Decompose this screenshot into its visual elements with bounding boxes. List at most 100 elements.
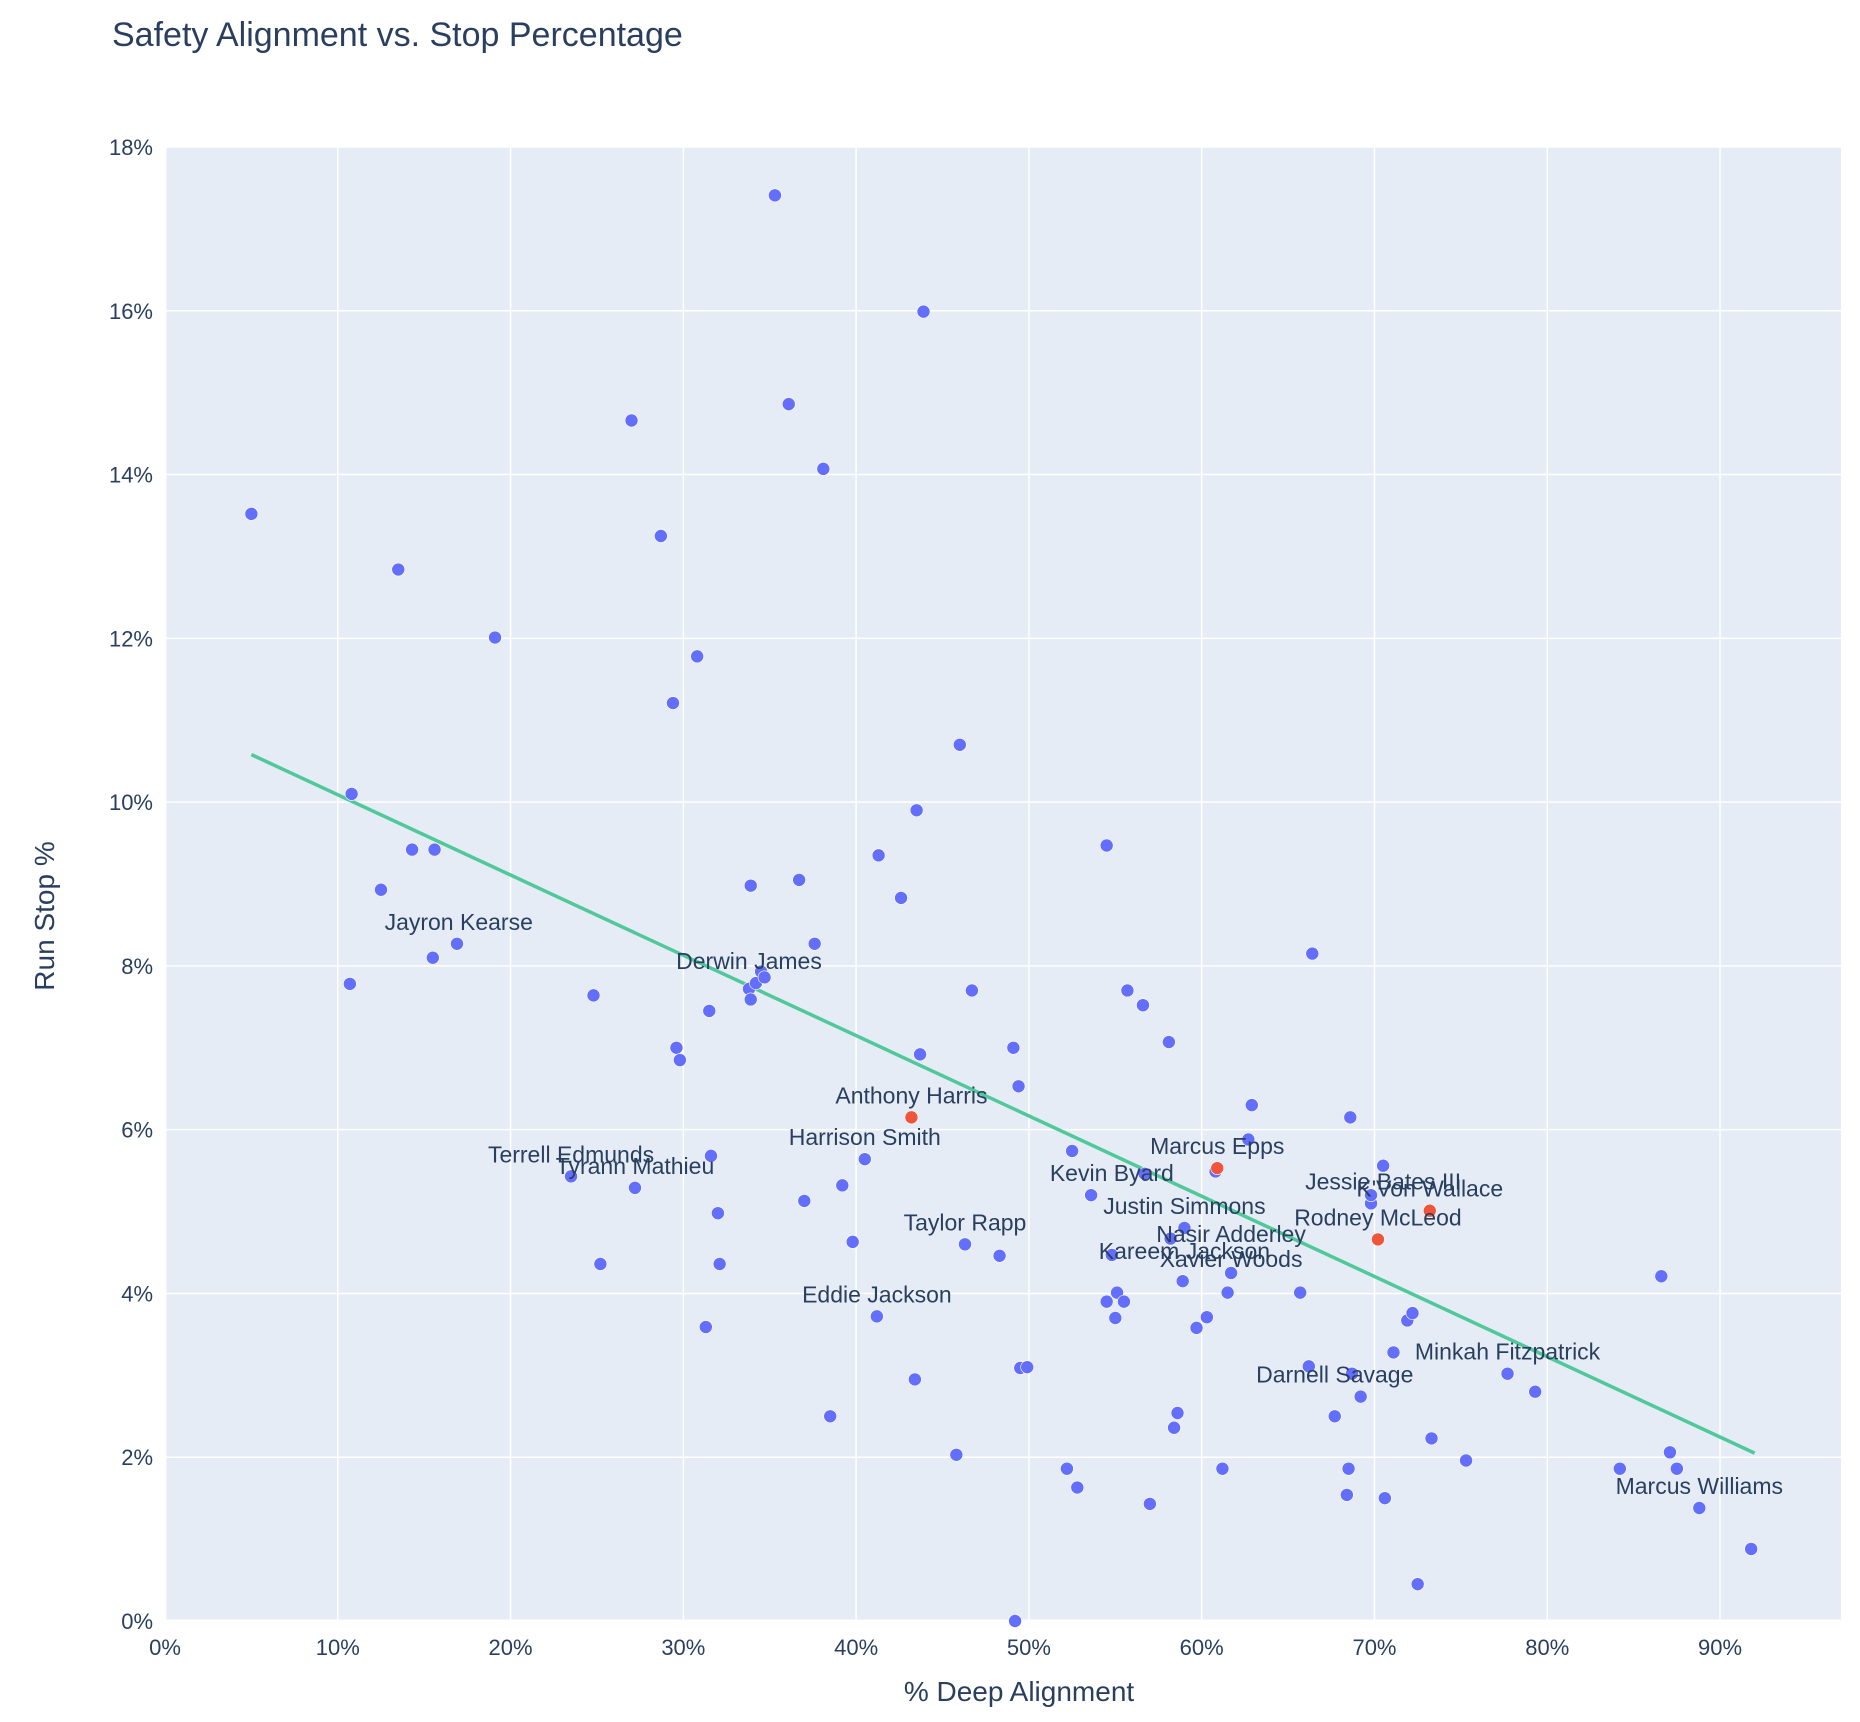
scatter-point xyxy=(797,1194,812,1208)
scatter-point xyxy=(1011,1079,1026,1094)
scatter-point xyxy=(1345,1366,1359,1381)
y-tick-label: 16% xyxy=(109,299,153,324)
scatter-point xyxy=(743,878,758,893)
scatter-point xyxy=(823,1409,838,1424)
scatter-point xyxy=(1654,1269,1669,1284)
scatter-point xyxy=(488,630,502,645)
scatter-point xyxy=(894,891,908,905)
scatter-point xyxy=(1117,1294,1131,1309)
x-axis-title: % Deep Alignment xyxy=(904,1676,1135,1707)
point-label: Eddie Jackson xyxy=(802,1281,952,1307)
point-label: Taylor Rapp xyxy=(904,1209,1027,1235)
x-tick-label: 0% xyxy=(149,1635,181,1660)
point-label: Kevin Byard xyxy=(1050,1160,1174,1186)
scatter-point xyxy=(1060,1461,1074,1476)
scatter-point xyxy=(992,1248,1007,1263)
scatter-point xyxy=(870,1309,884,1324)
scatter-point xyxy=(1670,1461,1684,1476)
x-axis-ticks: 0% 10% 20% 30% 40% 50% 60% 70% 80% 90% xyxy=(149,1635,1742,1660)
scatter-point xyxy=(1200,1310,1214,1324)
scatter-point xyxy=(816,462,831,476)
point-label: Rodney McLeod xyxy=(1294,1204,1462,1230)
scatter-point xyxy=(586,988,601,1003)
scatter-point xyxy=(374,882,388,897)
chart-title: Safety Alignment vs. Stop Percentage xyxy=(112,16,683,54)
scatter-point xyxy=(1302,1359,1316,1374)
point-label: K'Von Wallace xyxy=(1356,1176,1503,1202)
scatter-point xyxy=(1386,1345,1401,1360)
scatter-point xyxy=(845,1235,860,1249)
point-label: Minkah Fitzpatrick xyxy=(1415,1339,1601,1365)
scatter-point xyxy=(1343,1110,1358,1125)
scatter-point xyxy=(1613,1461,1627,1476)
plot-area xyxy=(165,147,1841,1621)
scatter-point xyxy=(1220,1285,1235,1300)
y-tick-label: 6% xyxy=(121,1118,153,1143)
scatter-point xyxy=(909,803,924,818)
scatter-point xyxy=(1241,1132,1256,1147)
point-label: Xavier Woods xyxy=(1160,1246,1303,1272)
point-label: Tyrann Mathieu xyxy=(556,1153,715,1179)
scatter-point xyxy=(673,1053,687,1067)
y-tick-label: 12% xyxy=(109,626,153,651)
point-label: Jayron Kearse xyxy=(385,909,533,935)
scatter-point xyxy=(953,737,967,752)
point-label: Derwin James xyxy=(676,948,822,974)
scatter-point xyxy=(949,1447,964,1462)
scatter-point xyxy=(916,304,931,319)
scatter-point xyxy=(690,649,704,664)
scatter-point xyxy=(1663,1445,1677,1460)
scatter-point xyxy=(1006,1040,1021,1055)
scatter-point xyxy=(1143,1497,1157,1511)
scatter-point xyxy=(1099,838,1114,853)
highlighted-point xyxy=(1210,1161,1225,1175)
scatter-point xyxy=(666,696,680,710)
x-tick-label: 60% xyxy=(1180,1635,1224,1660)
scatter-point xyxy=(857,1152,872,1166)
scatter-point xyxy=(1008,1614,1022,1628)
scatter-point xyxy=(908,1372,922,1387)
highlighted-point xyxy=(1422,1203,1437,1218)
scatter-point xyxy=(1162,1035,1176,1049)
x-tick-label: 20% xyxy=(489,1635,533,1660)
scatter-point xyxy=(244,507,259,521)
scatter-point xyxy=(1459,1453,1473,1468)
scatter-point xyxy=(624,413,639,428)
y-tick-label: 4% xyxy=(121,1281,153,1306)
point-label: Jessie Bates III xyxy=(1305,1168,1461,1194)
scatter-point xyxy=(344,787,359,801)
scatter-point xyxy=(1215,1461,1230,1476)
x-tick-label: 50% xyxy=(1007,1635,1051,1660)
scatter-point xyxy=(913,1047,927,1062)
x-tick-label: 80% xyxy=(1525,1635,1569,1660)
scatter-point xyxy=(1189,1321,1204,1335)
scatter-point xyxy=(1177,1221,1192,1235)
highlighted-point xyxy=(1371,1232,1385,1247)
y-tick-label: 18% xyxy=(109,135,153,160)
point-label: Kareem Jackson xyxy=(1099,1238,1270,1264)
scatter-point xyxy=(1528,1384,1542,1399)
x-tick-label: 70% xyxy=(1352,1635,1396,1660)
scatter-point xyxy=(426,950,440,965)
scatter-point xyxy=(1364,1188,1378,1202)
scatter-point xyxy=(1327,1409,1342,1424)
scatter-point xyxy=(628,1181,642,1195)
scatter-point xyxy=(1293,1285,1307,1300)
trend-line xyxy=(250,753,1756,1455)
scatter-point xyxy=(669,1040,684,1055)
scatter-point xyxy=(593,1257,608,1271)
scatter-point xyxy=(1163,1231,1178,1246)
trendline xyxy=(250,753,1756,1455)
highlighted-point xyxy=(904,1110,919,1125)
point-label: Nasir Adderley xyxy=(1156,1221,1306,1247)
x-tick-label: 10% xyxy=(316,1635,360,1660)
point-label: Anthony Harris xyxy=(835,1082,987,1108)
scatter-point xyxy=(405,842,419,857)
point-label: Harrison Smith xyxy=(789,1124,941,1150)
scatter-point xyxy=(1175,1274,1190,1288)
scatter-point xyxy=(1065,1144,1079,1158)
scatter-point xyxy=(1020,1360,1034,1374)
scatter-point xyxy=(1340,1488,1354,1502)
point-label: Marcus Williams xyxy=(1616,1473,1783,1499)
